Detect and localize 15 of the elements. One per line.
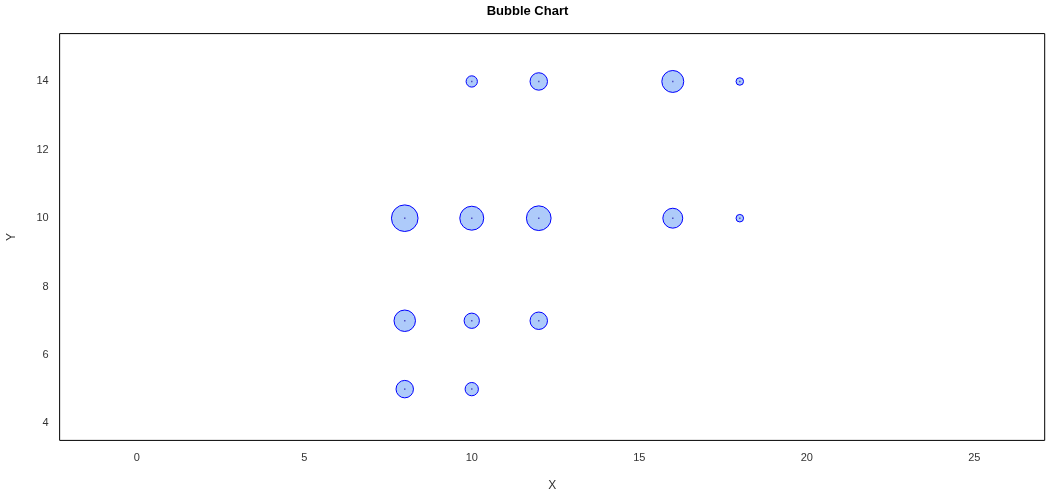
- y-tick-label: 14: [36, 74, 49, 87]
- y-tick-label: 12: [36, 142, 49, 155]
- x-tick-label: 25: [968, 451, 981, 464]
- x-tick-label: 15: [633, 451, 646, 464]
- y-tick-label: 10: [36, 211, 49, 224]
- y-axis-title: Y: [3, 232, 18, 242]
- x-tick-label: 5: [301, 451, 308, 464]
- x-tick-label: 20: [800, 451, 813, 464]
- y-tick-label: 6: [42, 347, 49, 360]
- y-tick-label: 4: [42, 416, 49, 429]
- chart-title: Bubble Chart: [486, 3, 569, 19]
- x-tick-label: 0: [133, 451, 140, 464]
- x-axis-title: X: [548, 478, 557, 493]
- x-tick-label: 10: [465, 451, 478, 464]
- y-tick-label: 8: [42, 279, 49, 292]
